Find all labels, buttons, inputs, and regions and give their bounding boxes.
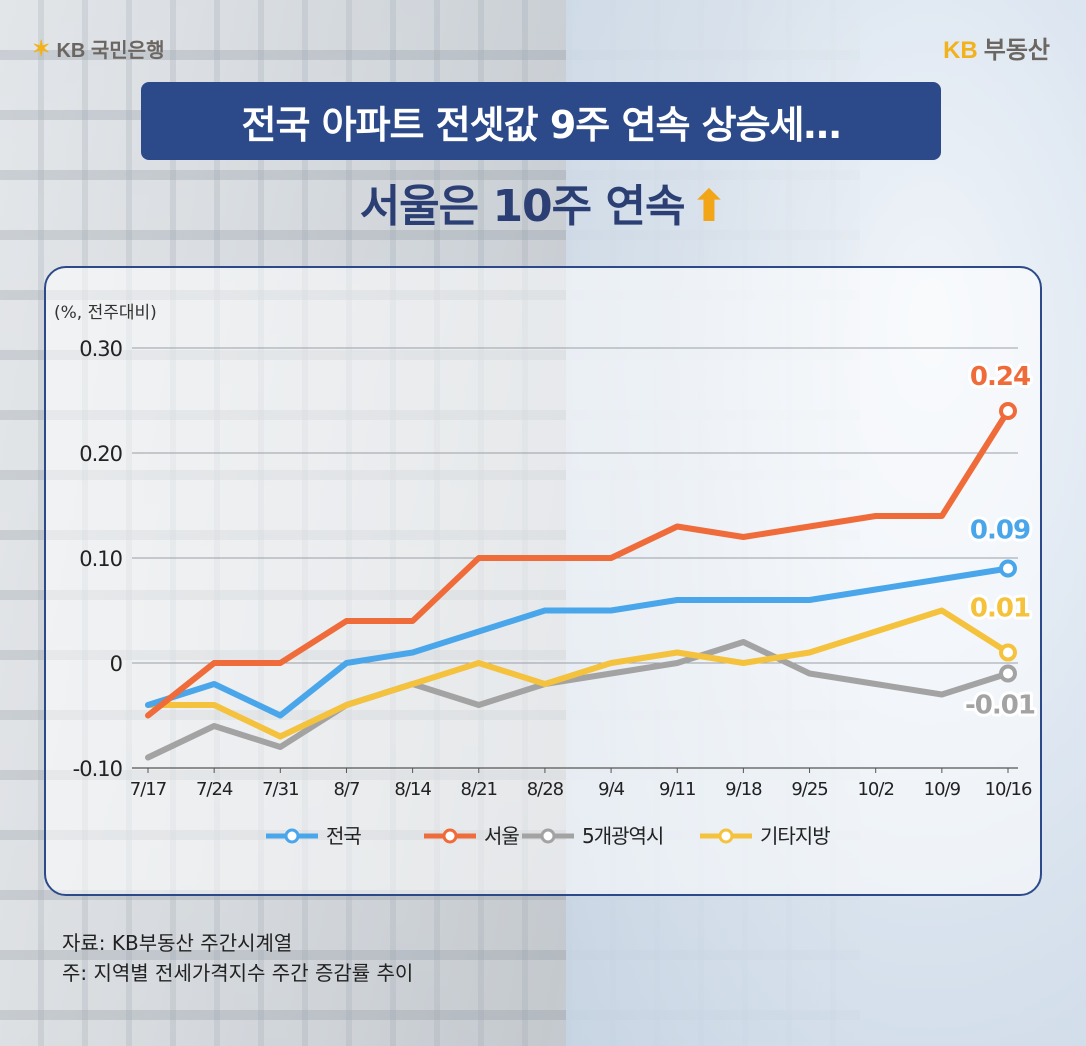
legend-label: 전국: [326, 824, 361, 848]
kb-bank-logo: ✶ KB 국민은행: [32, 34, 164, 63]
y-tick-label: 0.30: [79, 337, 122, 361]
legend-swatch-marker: [442, 828, 458, 844]
series-line-1: [145, 408, 1011, 719]
x-tick-label: 10/2: [857, 779, 893, 800]
legend-swatch-marker: [284, 828, 300, 844]
legend-label: 기타지방: [760, 824, 830, 848]
series-end-label-outline: 0.01: [970, 594, 1030, 624]
series-end-label-outline: -0.01: [965, 691, 1035, 721]
line-chart: (%, 전주대비) 0.30 0.20 0.10 0 -0.10 7/17 7/24 7/31 8…: [54, 303, 1039, 848]
x-tick-label: 10/9: [924, 779, 961, 800]
source-note: 자료: KB부동산 주간시계열: [62, 931, 293, 955]
x-tick-label: 9/11: [659, 779, 695, 800]
series-end-label: 0.24: [970, 362, 1030, 392]
y-tick-label: 0: [110, 652, 122, 676]
x-tick-label: 9/18: [725, 779, 762, 800]
kb-star-icon: ✶: [32, 35, 51, 61]
kb-bank-logo-text: KB 국민은행: [56, 40, 165, 62]
x-tick-label: 8/14: [394, 779, 431, 800]
up-arrow-icon: ⬆: [690, 181, 727, 232]
headline-banner: 전국 아파트 전셋값 9주 연속 상승세…: [141, 82, 941, 160]
series-end-label-outline: 0.24: [970, 362, 1030, 392]
y-tick-label: -0.10: [73, 757, 122, 781]
y-tick-label: 0.20: [79, 442, 122, 466]
kb-realestate-text: 부동산: [983, 37, 1050, 64]
series-end-label: 0.01: [970, 594, 1030, 624]
series-end-label: -0.01: [965, 691, 1035, 721]
subheadline: 서울은 10주 연속 ⬆: [0, 170, 1086, 234]
series-end-label-outline: 0.09: [970, 516, 1030, 546]
series-line-0: [145, 565, 1011, 719]
kb-mark: KB: [943, 37, 978, 64]
series-end-label: 0.09: [970, 516, 1030, 546]
x-tick-label: 10/16: [985, 779, 1032, 800]
footnotes: 자료: KB부동산 주간시계열 주: 지역별 전세가격지수 주간 증감률 추이: [62, 928, 413, 988]
x-tick-label: 8/21: [461, 779, 497, 800]
legend-label: 서울: [484, 824, 519, 848]
series-end-marker-3: [999, 643, 1017, 662]
description-note: 주: 지역별 전세가격지수 주간 증감률 추이: [62, 961, 414, 985]
x-tick-label: 7/24: [196, 779, 233, 800]
legend-swatch-marker: [540, 828, 556, 844]
series-end-marker-0: [999, 559, 1017, 578]
x-tick-label: 9/4: [598, 779, 625, 800]
series-end-marker-2: [999, 664, 1017, 683]
headline-text: 전국 아파트 전셋값 9주 연속 상승세…: [241, 102, 841, 147]
chart-panel: (%, 전주대비) 0.30 0.20 0.10 0 -0.10 7/17 7/24 7/31 8…: [44, 266, 1042, 896]
legend-swatch-marker: [718, 828, 734, 844]
x-tick-label: 9/25: [791, 779, 827, 800]
series-line-3: [145, 607, 1011, 740]
legend-label: 5개광역시: [582, 824, 663, 848]
y-unit-label: (%, 전주대비): [54, 303, 157, 323]
series-line-2: [145, 639, 1011, 761]
x-tick-label: 7/31: [262, 779, 298, 800]
subheadline-text: 서울은 10주 연속: [359, 181, 686, 232]
series-end-marker-1: [999, 402, 1017, 420]
x-tick-label: 8/7: [333, 779, 359, 800]
x-tick-label: 8/28: [527, 779, 564, 800]
y-tick-label: 0.10: [79, 547, 122, 571]
kb-realestate-logo: KB 부동산: [943, 30, 1050, 65]
x-tick-label: 7/17: [130, 779, 166, 800]
